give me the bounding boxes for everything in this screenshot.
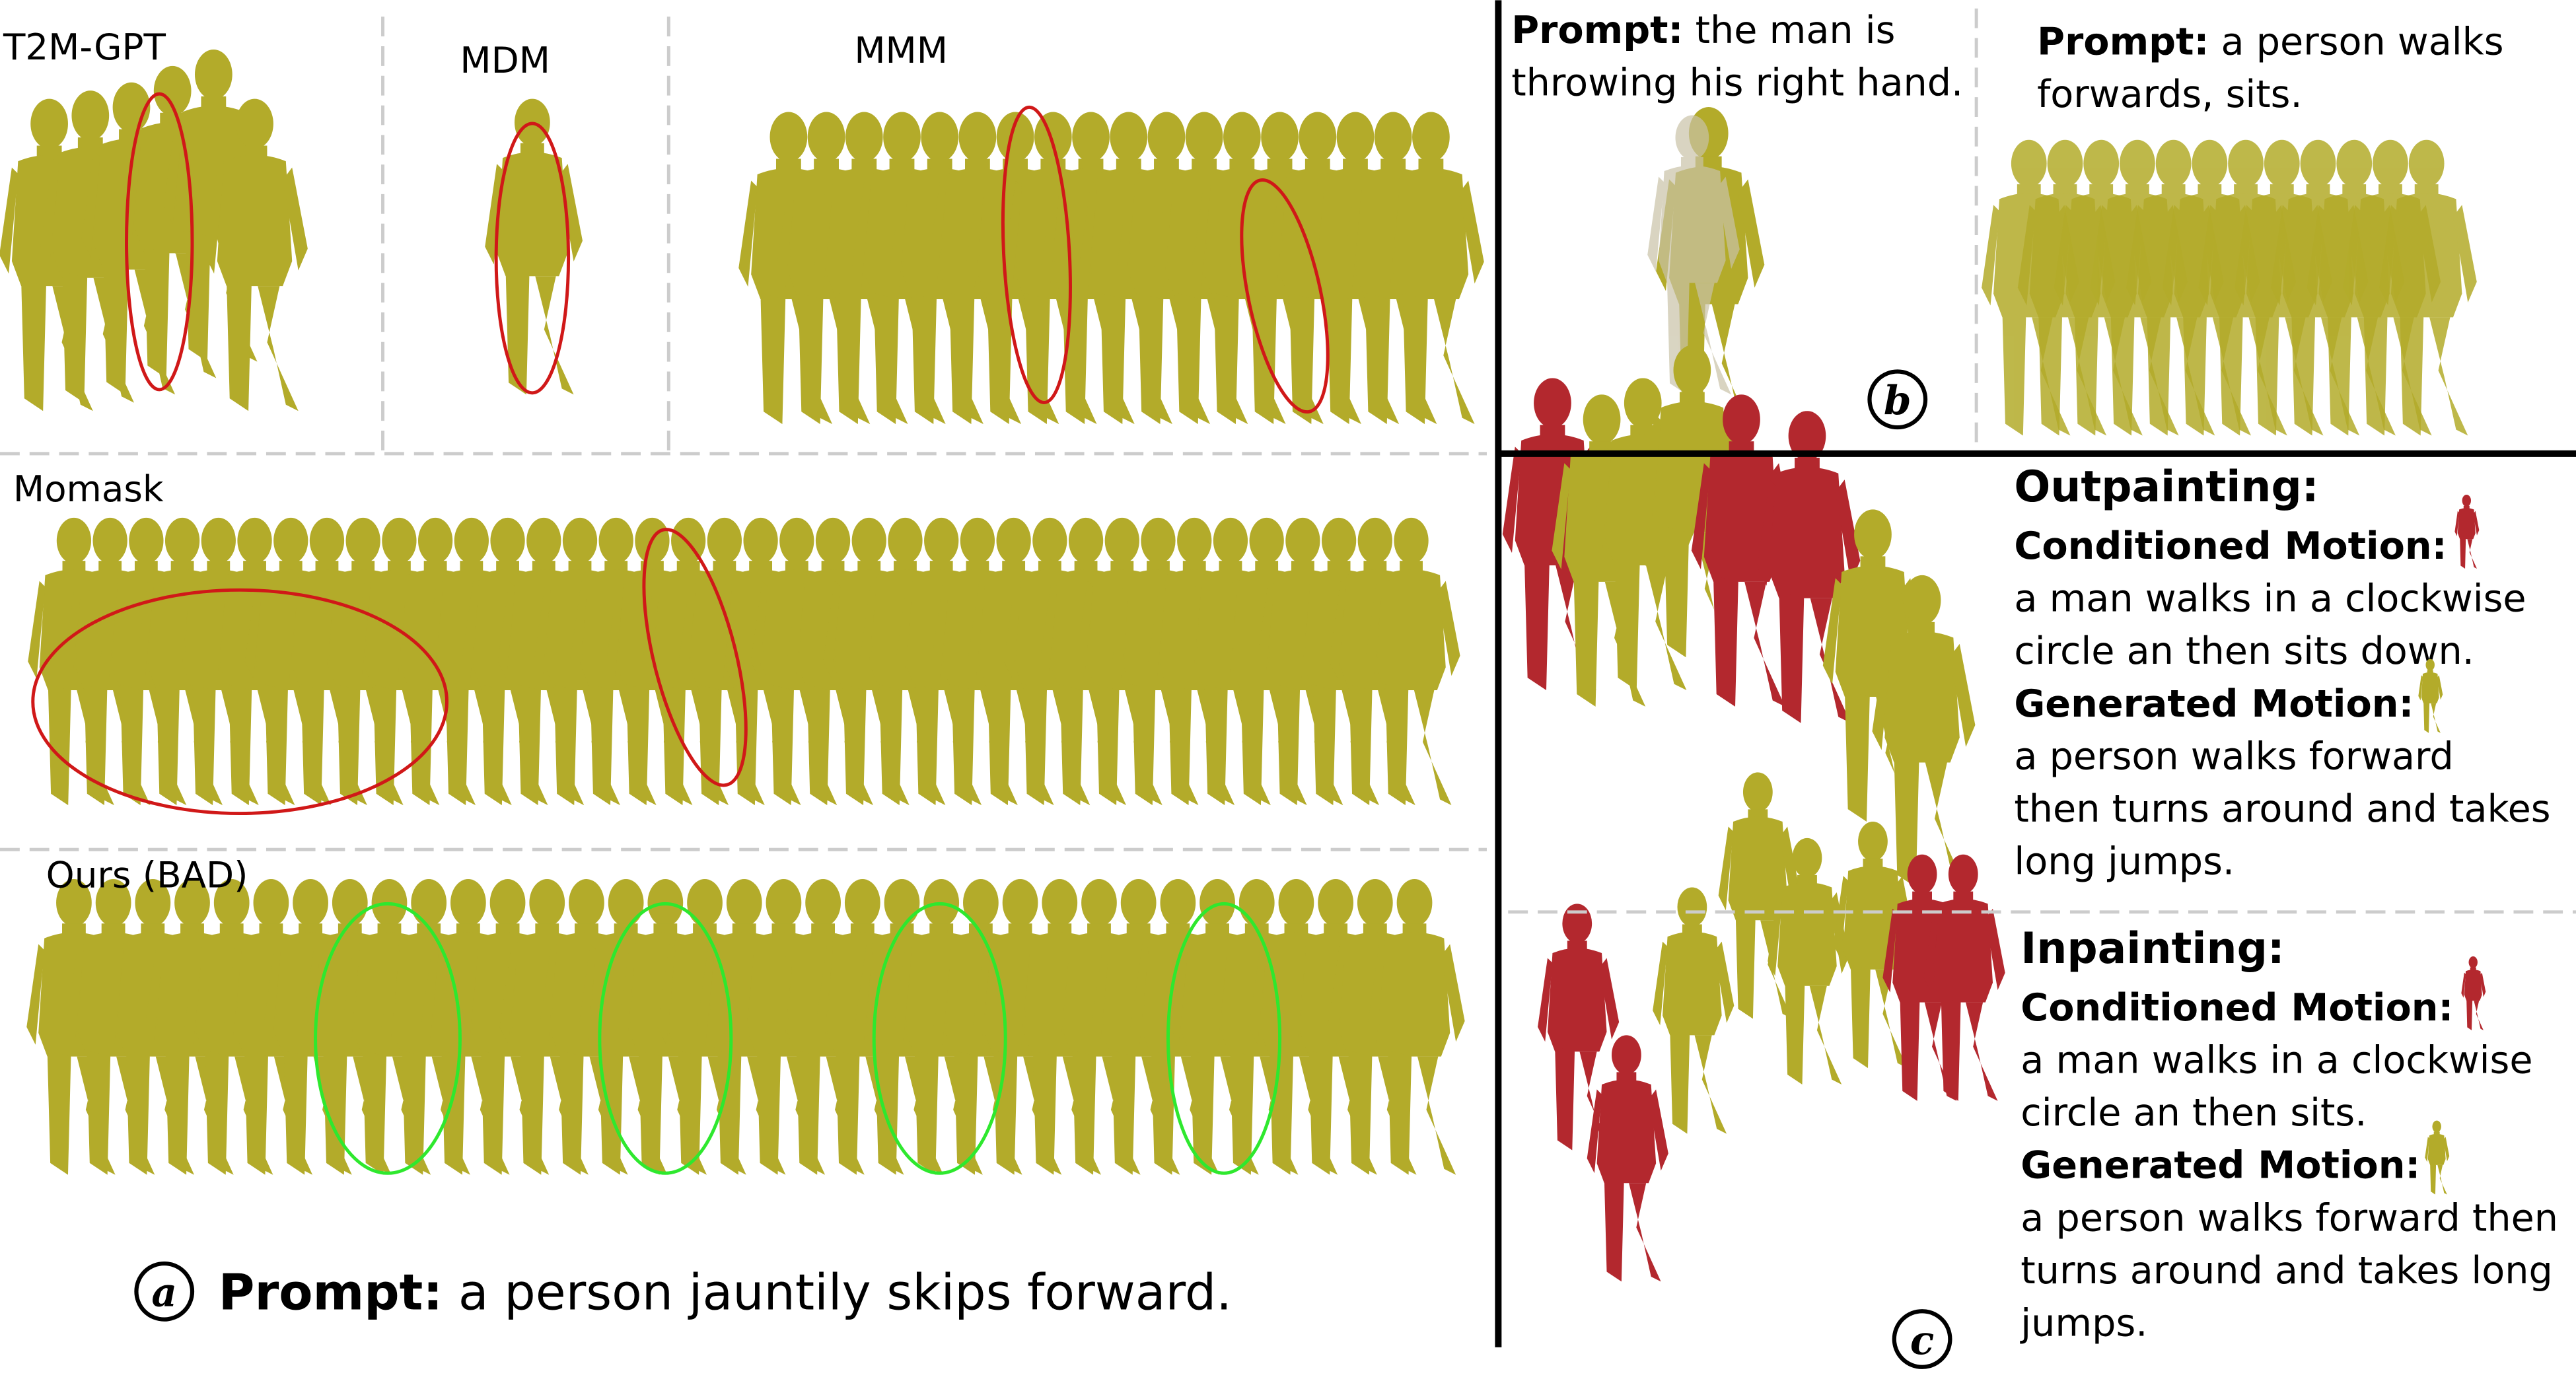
section-title: Inpainting: — [2021, 924, 2284, 974]
highlight — [872, 902, 1007, 1175]
highlight — [1001, 105, 1072, 404]
highlight — [314, 902, 462, 1175]
method-label: MMM — [854, 29, 948, 71]
motion-text: long jumps. — [2014, 840, 2235, 884]
marker-label: a — [151, 1270, 177, 1316]
prompt-text: throwing his right hand. — [1511, 61, 1963, 105]
section-title: Outpainting: — [2014, 462, 2318, 512]
motion-text: a person walks forward — [2014, 734, 2453, 778]
highlight — [1166, 902, 1282, 1175]
highlight — [642, 528, 748, 787]
marker-b: b — [1867, 369, 1928, 430]
motion-label: Conditioned Motion: — [2014, 524, 2447, 568]
prompt-label: Prompt: — [219, 1264, 443, 1322]
marker-label: b — [1884, 378, 1912, 424]
human-figure — [1923, 854, 2005, 1101]
highlight — [31, 588, 449, 816]
legend-icon — [2461, 956, 2486, 1030]
method-label: T2M-GPT — [3, 26, 166, 68]
prompt: Prompt: the man is — [1511, 9, 1895, 52]
motion-text: a person walks forward then — [2021, 1196, 2558, 1240]
prompt-text: forwards, sits. — [2037, 73, 2303, 116]
motion-label: Generated Motion: — [2021, 1144, 2420, 1188]
prompt-label: Prompt: — [1511, 9, 1683, 52]
marker-label: c — [1910, 1318, 1934, 1364]
highlight — [125, 92, 194, 392]
motion-text: turns around and takes long — [2021, 1249, 2553, 1293]
prompt: Prompt: a person jauntily skips forward. — [219, 1264, 1232, 1322]
prompt-label: Prompt: — [2037, 20, 2209, 63]
motion-text: then turns around and takes — [2014, 787, 2550, 831]
prompt-text: the man is — [1696, 9, 1896, 52]
prompt: Prompt: a person walks — [2037, 20, 2503, 63]
prompt-text: a person walks — [2221, 20, 2504, 63]
legend-icon — [2454, 495, 2480, 569]
motion-text: jumps. — [2019, 1302, 2147, 1345]
method-label: Momask — [13, 468, 164, 510]
legend-icon — [2425, 1120, 2450, 1195]
motion-label: Conditioned Motion: — [2021, 986, 2453, 1030]
highlight — [1240, 178, 1330, 414]
prompt-text: a person jauntily skips forward. — [458, 1264, 1232, 1322]
highlight — [494, 122, 571, 395]
motion-label: Generated Motion: — [2014, 682, 2414, 726]
highlight — [598, 902, 733, 1175]
human-figure — [1653, 887, 1735, 1134]
marker-c: c — [1892, 1309, 1952, 1369]
method-label: Ours (BAD) — [46, 853, 248, 896]
motion-text: a man walks in a clockwise — [2021, 1039, 2532, 1083]
motion-text: circle an then sits down. — [2014, 629, 2474, 673]
method-label: MDM — [460, 39, 550, 81]
marker-a: a — [134, 1261, 195, 1322]
motion-text: circle an then sits. — [2021, 1091, 2367, 1135]
human-figure — [1587, 1035, 1668, 1282]
motion-text: a man walks in a clockwise — [2014, 577, 2526, 621]
